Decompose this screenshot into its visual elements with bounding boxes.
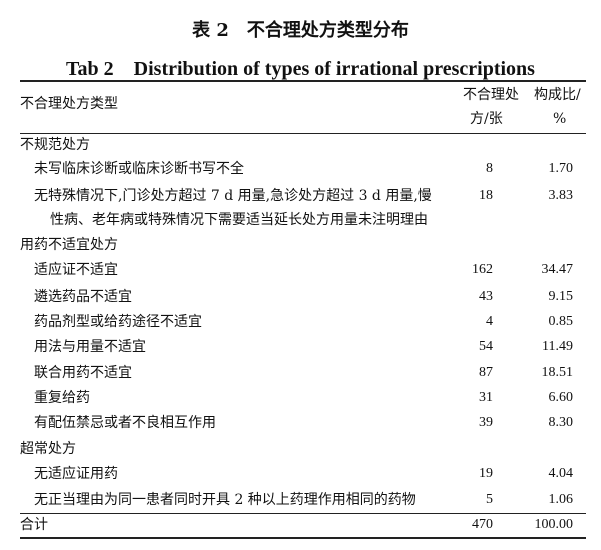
row-label: 性病、老年病或特殊情况下需要适当延长处方用量未注明理由 <box>50 212 428 228</box>
row-ratio: 8.30 <box>548 415 574 430</box>
table-row: 适应证不适宜 162 34.47 <box>20 258 586 282</box>
row-count: 87 <box>479 365 493 380</box>
row-count: 4 <box>486 314 493 329</box>
row-count: 470 <box>472 517 493 532</box>
row-label: 重复给药 <box>34 390 90 406</box>
row-ratio: 34.47 <box>541 262 574 277</box>
row-label: 适应证不适宜 <box>34 262 118 278</box>
row-label: 药品剂型或给药途径不适宜 <box>34 314 202 330</box>
table-row: 遴选药品不适宜 43 9.15 <box>20 285 586 309</box>
table-row: 超常处方 <box>20 437 586 461</box>
table-row: 重复给药 31 6.60 <box>20 386 586 410</box>
table-row: 未写临床诊断或临床诊断书写不全 8 1.70 <box>20 157 586 181</box>
header-ratio-line1: 构成比/ <box>534 87 581 103</box>
row-count: 162 <box>472 262 493 277</box>
row-label: 无正当理由为同一患者同时开具 2 种以上药理作用相同的药物 <box>34 492 416 508</box>
table-row: 用法与用量不适宜 54 11.49 <box>20 335 586 359</box>
row-count: 39 <box>479 415 493 430</box>
table-row: 用药不适宜处方 <box>20 233 586 257</box>
header-count-line1: 不合理处 <box>463 87 519 103</box>
table-title-en: Tab 2 Distribution of types of irrationa… <box>66 58 535 80</box>
row-ratio: 0.85 <box>548 314 574 329</box>
row-ratio: 1.70 <box>548 161 574 176</box>
row-count: 19 <box>479 466 493 481</box>
row-label: 无特殊情况下,门诊处方超过 7 d 用量,急诊处方超过 3 d 用量,慢 <box>34 188 432 204</box>
top-rule <box>20 80 586 82</box>
row-ratio: 1.06 <box>548 492 574 507</box>
table-row: 联合用药不适宜 87 18.51 <box>20 361 586 385</box>
row-count: 54 <box>479 339 493 354</box>
row-count: 31 <box>479 390 493 405</box>
row-ratio: 4.04 <box>548 466 574 481</box>
table-row: 性病、老年病或特殊情况下需要适当延长处方用量未注明理由 <box>20 208 586 232</box>
row-count: 8 <box>486 161 493 176</box>
row-count: 5 <box>486 492 493 507</box>
table-row: 有配伍禁忌或者不良相互作用 39 8.30 <box>20 411 586 435</box>
header-rule <box>20 133 586 134</box>
row-label: 未写临床诊断或临床诊断书写不全 <box>34 161 244 177</box>
row-label: 无适应证用药 <box>34 466 118 482</box>
table-row: 合计 470 100.00 <box>20 513 586 537</box>
table-row: 无适应证用药 19 4.04 <box>20 462 586 486</box>
header-type: 不合理处方类型 <box>20 96 118 112</box>
row-count: 18 <box>479 188 493 203</box>
table-title-cn: 表 2 不合理处方类型分布 <box>192 20 409 41</box>
row-label: 用药不适宜处方 <box>20 237 118 253</box>
header-ratio-line2: % <box>553 111 567 127</box>
row-label: 不规范处方 <box>20 137 90 153</box>
row-label: 用法与用量不适宜 <box>34 339 146 355</box>
row-label: 联合用药不适宜 <box>34 365 132 381</box>
row-ratio: 9.15 <box>548 289 574 304</box>
row-label: 有配伍禁忌或者不良相互作用 <box>34 415 216 431</box>
table-row: 无正当理由为同一患者同时开具 2 种以上药理作用相同的药物 5 1.06 <box>20 488 586 512</box>
table-row: 药品剂型或给药途径不适宜 4 0.85 <box>20 310 586 334</box>
row-ratio: 100.00 <box>534 517 574 532</box>
table-row: 不规范处方 <box>20 133 586 157</box>
row-ratio: 6.60 <box>548 390 574 405</box>
total-rule <box>20 513 586 514</box>
bottom-rule <box>20 537 586 539</box>
table-row: 无特殊情况下,门诊处方超过 7 d 用量,急诊处方超过 3 d 用量,慢 18 3.… <box>20 184 586 208</box>
row-label: 超常处方 <box>20 441 76 457</box>
header-count-line2: 方/张 <box>470 111 503 127</box>
row-ratio: 11.49 <box>542 339 573 354</box>
row-count: 43 <box>479 289 493 304</box>
row-label: 遴选药品不适宜 <box>34 289 132 305</box>
row-label: 合计 <box>20 517 48 533</box>
row-ratio: 3.83 <box>548 188 574 203</box>
row-ratio: 18.51 <box>541 365 574 380</box>
